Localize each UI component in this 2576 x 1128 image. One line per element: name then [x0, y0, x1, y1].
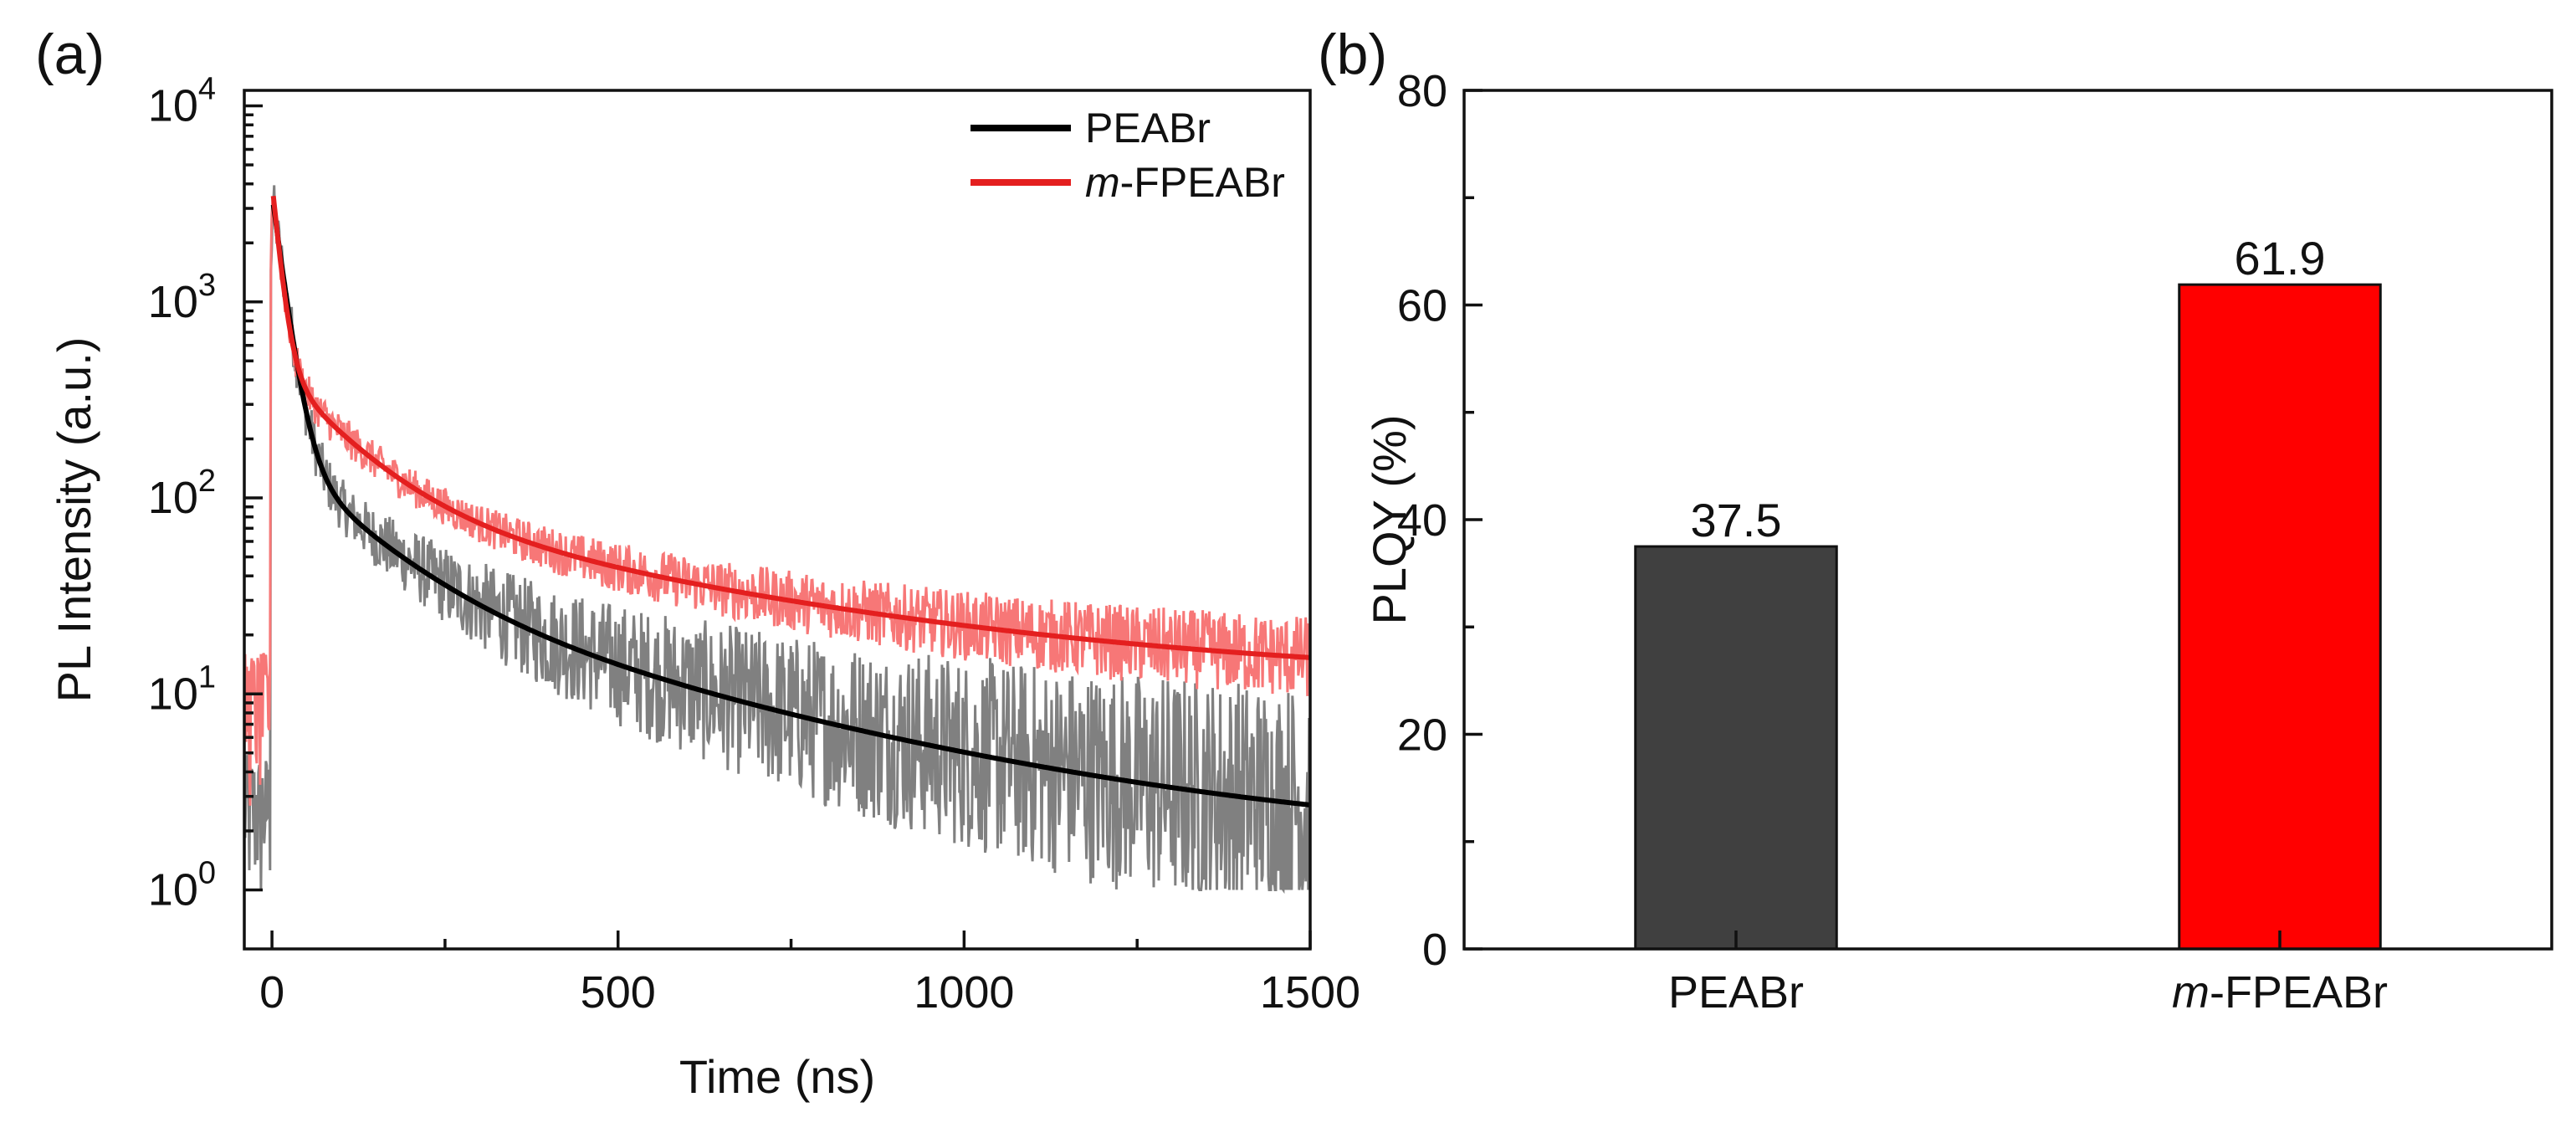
decay-y-tick-exp: 4 — [198, 72, 216, 107]
legend-mfpeabr-italic-prefix: m — [1085, 159, 1120, 206]
decay-y-tick-label: 101 — [148, 659, 216, 719]
plqy-category-text: -FPEABr — [2210, 967, 2388, 1018]
panel-a-label: (a) — [35, 23, 105, 86]
decay-y-tick-base: 10 — [148, 864, 198, 915]
plqy-bar-value-label: 37.5 — [1691, 494, 1782, 546]
decay-y-tick-label: 100 — [148, 855, 216, 915]
plqy-category-text: PEABr — [1668, 967, 1804, 1018]
plqy-category-label: m-FPEABr — [2172, 967, 2388, 1018]
decay-y-tick-exp: 3 — [198, 268, 216, 303]
plqy-bar-value-label: 61.9 — [2235, 232, 2326, 285]
plqy-category-italic-prefix: m — [2172, 967, 2210, 1018]
decay-traces — [244, 185, 1310, 895]
decay-x-tick-label: 1500 — [1260, 967, 1360, 1018]
legend-peabr-label: PEABr — [1085, 105, 1211, 151]
plqy-y-tick-label: 40 — [1397, 495, 1447, 546]
decay-y-tick-base: 10 — [148, 669, 198, 719]
decay-x-tick-label: 0 — [259, 967, 284, 1018]
plqy-y-tick-label: 60 — [1397, 281, 1447, 331]
plqy-y-tick-label: 0 — [1422, 925, 1447, 975]
decay-legend: PEABr m-FPEABr — [970, 105, 1285, 206]
plqy-y-ticks: 0 20 40 60 80 — [1397, 66, 1483, 975]
legend-mfpeabr-label: m-FPEABr — [1085, 159, 1285, 206]
plqy-y-tick-label: 80 — [1397, 66, 1447, 116]
decay-y-tick-base: 10 — [148, 81, 198, 131]
plqy-y-axis-title: PLQY (%) — [1363, 414, 1416, 624]
decay-y-tick-base: 10 — [148, 473, 198, 523]
decay-y-tick-exp: 0 — [198, 855, 216, 890]
decay-plot-frame — [243, 89, 1312, 951]
plqy-panel: (b) 37.5 61.9 0 20 40 60 80 PEABr m-FPEABr PLQ… — [1318, 23, 2553, 1018]
fit-curve-peabr — [270, 204, 1310, 808]
legend-mfpeabr-suffix: -FPEABr — [1120, 159, 1285, 206]
plqy-bar — [1634, 545, 1838, 951]
decay-y-tick-exp: 1 — [198, 659, 216, 695]
decay-plot-area — [244, 185, 1310, 895]
raw-trace-peabr — [244, 185, 1310, 895]
raw-trace-mfpeabr — [244, 197, 1310, 806]
decay-x-tick-label: 1000 — [914, 967, 1014, 1018]
decay-y-tick-label: 103 — [148, 268, 216, 327]
decay-y-tick-label: 102 — [148, 464, 216, 523]
panel-b-label: (b) — [1318, 23, 1387, 86]
decay-y-axis-title: PL Intensity (a.u.) — [48, 337, 100, 703]
decay-x-tick-label: 500 — [581, 967, 656, 1018]
plqy-y-tick-label: 20 — [1397, 710, 1447, 761]
plqy-categories: PEABr m-FPEABr — [1668, 931, 2388, 1018]
plqy-bars: 37.5 61.9 — [1634, 232, 2382, 951]
plqy-category-label: PEABr — [1668, 967, 1804, 1018]
decay-y-tick-label: 104 — [148, 72, 216, 131]
fit-curve-mfpeabr — [270, 195, 1310, 660]
plqy-plot-frame — [1462, 89, 2553, 951]
plqy-bar — [2178, 283, 2382, 951]
decay-y-tick-base: 10 — [148, 277, 198, 327]
decay-x-ticks: 0 500 1000 1500 — [259, 931, 1360, 1018]
decay-y-tick-exp: 2 — [198, 464, 216, 499]
decay-x-axis-title: Time (ns) — [679, 1050, 875, 1103]
